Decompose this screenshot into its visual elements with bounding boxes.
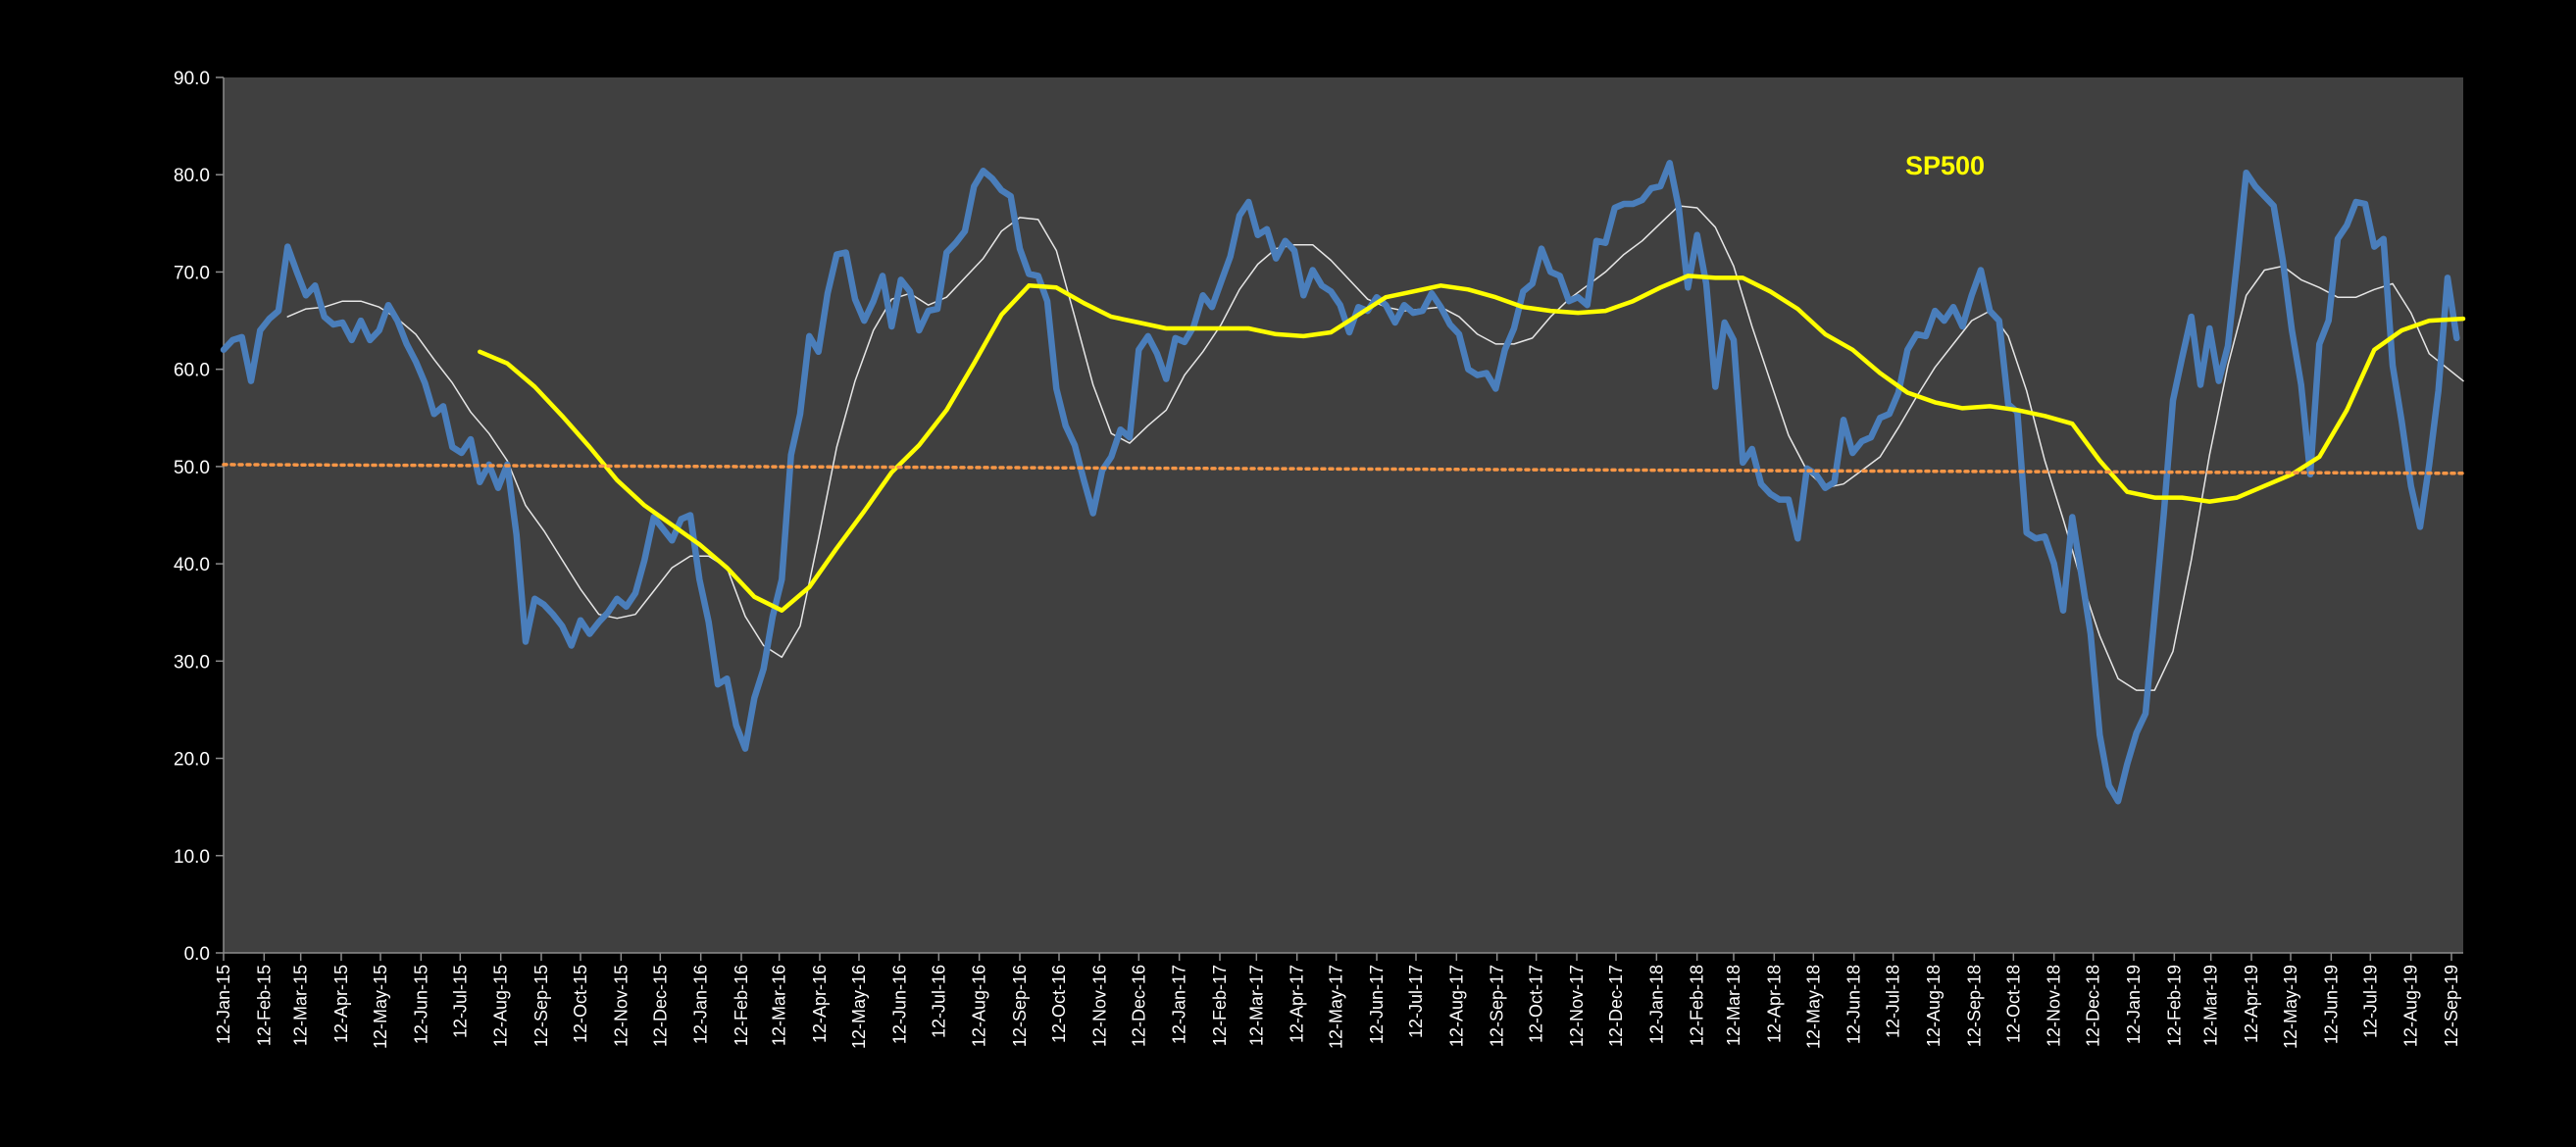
x-tick-label: 12-Oct-15 — [571, 965, 590, 1043]
x-tick-label: 12-Jun-15 — [411, 965, 430, 1044]
x-tick-label: 12-Feb-19 — [2164, 965, 2184, 1046]
x-tick-label: 12-Jul-19 — [2360, 965, 2380, 1038]
x-tick-label: 12-Aug-15 — [491, 965, 511, 1047]
x-tick-label: 12-Apr-18 — [1764, 965, 1784, 1043]
y-tick-label: 40.0 — [174, 555, 210, 575]
x-tick-label: 12-Jul-16 — [929, 965, 948, 1038]
x-tick-label: 12-Jun-18 — [1844, 965, 1864, 1044]
x-tick-label: 12-Aug-19 — [2401, 965, 2421, 1047]
x-tick-label: 12-Oct-18 — [2003, 965, 2023, 1043]
series-line-medium — [478, 274, 2466, 613]
x-tick-label: 12-Sep-16 — [1010, 965, 1030, 1047]
y-tick-label: 70.0 — [174, 263, 210, 283]
x-tick-label: 12-Apr-17 — [1288, 965, 1307, 1043]
x-tick-label: 12-Apr-15 — [331, 965, 351, 1043]
x-tick-label: 12-Mar-15 — [291, 965, 311, 1046]
x-tick-label: 12-Feb-18 — [1688, 965, 1707, 1046]
x-tick-label: 12-Feb-15 — [254, 965, 274, 1046]
x-tick-label: 12-Jun-17 — [1367, 965, 1387, 1044]
x-tick-label: 12-Mar-18 — [1724, 965, 1743, 1046]
x-tick-label: 12-Jul-15 — [450, 965, 470, 1038]
axis-layer: 0.0 10.0 20.0 30.0 40.0 50.0 60.0 70.0 80.0 90.0 1… — [174, 69, 2463, 1049]
x-tick-label: 12-Jan-16 — [691, 965, 711, 1044]
x-tick-label: 12-Nov-16 — [1089, 965, 1109, 1047]
x-tick-label: 12-Nov-15 — [611, 965, 631, 1047]
series-line-thick — [220, 160, 2460, 805]
x-tick-label: 12-Jul-17 — [1406, 965, 1426, 1038]
x-tick-label: 12-Jun-19 — [2321, 965, 2341, 1044]
x-tick-label: 12-Dec-18 — [2084, 965, 2103, 1047]
x-tick-label: 12-Feb-16 — [732, 965, 751, 1046]
x-tick-label: 12-Jul-18 — [1884, 965, 1903, 1038]
x-tick-label: 12-Aug-17 — [1446, 965, 1466, 1047]
y-tick-label: 90.0 — [174, 69, 210, 89]
x-tick-label: 12-Dec-16 — [1129, 965, 1148, 1047]
y-tick-label: 0.0 — [184, 944, 210, 965]
x-tick-label: 12-Mar-19 — [2201, 965, 2221, 1046]
y-tick-label: 60.0 — [174, 361, 210, 381]
x-tick-label: 12-Mar-17 — [1246, 965, 1266, 1046]
x-tick-label: 12-Sep-19 — [2442, 965, 2461, 1047]
series-layer — [220, 160, 2466, 805]
x-tick-label: 12-May-18 — [1803, 965, 1823, 1049]
x-tick-label: 12-Sep-15 — [531, 965, 551, 1047]
y-tick-label: 80.0 — [174, 166, 210, 186]
x-tick-label: 12-Oct-16 — [1049, 965, 1069, 1043]
x-tick-label: 12-Jan-18 — [1646, 965, 1666, 1044]
x-tick-label: 12-Jan-19 — [2124, 965, 2144, 1044]
x-tick-label: 12-Aug-16 — [970, 965, 989, 1047]
x-tick-label: 12-Dec-17 — [1606, 965, 1626, 1047]
reference-line-dotted — [222, 463, 2465, 475]
x-tick-label: 12-Sep-18 — [1964, 965, 1984, 1047]
x-tick-label: 12-Jun-16 — [889, 965, 909, 1044]
x-tick-label: 12-Mar-16 — [770, 965, 789, 1046]
x-tick-label: 12-Jan-15 — [214, 965, 233, 1044]
y-tick-label: 50.0 — [174, 458, 210, 478]
x-tick-label: 12-Oct-17 — [1527, 965, 1546, 1043]
chart-title: SP500 — [1905, 151, 1985, 180]
x-tick-label: 12-May-17 — [1327, 965, 1346, 1049]
plot-area — [224, 77, 2463, 953]
x-tick-label: 12-Aug-18 — [1924, 965, 1944, 1047]
x-tick-label: 12-May-16 — [849, 965, 869, 1049]
x-tick-label: 12-Apr-19 — [2242, 965, 2261, 1043]
x-tick-label: 12-Feb-17 — [1210, 965, 1230, 1046]
x-tick-label: 12-May-15 — [371, 965, 390, 1049]
x-tick-label: 12-Dec-15 — [650, 965, 670, 1047]
x-tick-label: 12-Nov-17 — [1567, 965, 1587, 1047]
y-tick-label: 30.0 — [174, 652, 210, 673]
y-tick-label: 20.0 — [174, 750, 210, 771]
x-tick-label: 12-Nov-18 — [2045, 965, 2064, 1047]
y-tick-label: 10.0 — [174, 847, 210, 868]
x-tick-label: 12-Sep-17 — [1488, 965, 1507, 1047]
x-tick-label: 12-May-19 — [2281, 965, 2300, 1049]
x-tick-label: 12-Jan-17 — [1170, 965, 1189, 1044]
x-tick-label: 12-Apr-16 — [810, 965, 830, 1043]
